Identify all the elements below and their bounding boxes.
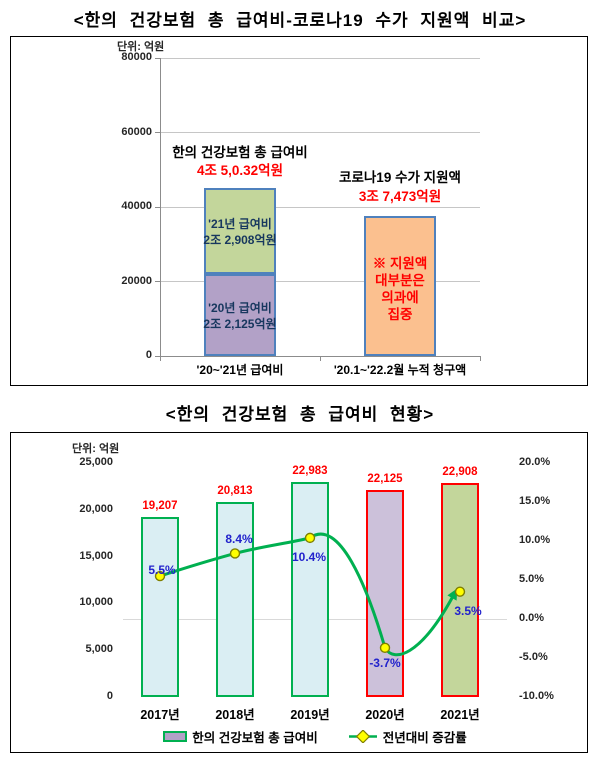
legend-bar-label: 한의 건강보험 총 급여비 [192,731,318,745]
c1-bar-group-total: 3조 7,473억원 [358,189,442,204]
c1-y-tick-mark [155,355,160,357]
c2-line-pct-label: -3.7% [369,655,401,670]
c2-y-tick-right-label: -10.0% [519,690,554,702]
legend-item-line: 전년대비 증감률 [348,727,467,746]
c1-bar-group-header: 코로나19 수가 지원액 [339,170,461,185]
c2-y-tick-right-label: 10.0% [519,534,551,546]
c2-y-tick-right-label: -5.0% [519,651,548,663]
c1-gridline [160,206,480,208]
c2-line-pct-label: 8.4% [225,532,253,547]
c1-bar-segment [204,188,276,274]
c1-bar-segment-label: 집중 [387,307,413,323]
c1-gridline [160,132,480,133]
chart1-title: <한의 건강보험 총 급여비-코로나19 수가 지원액 비교> [73,11,527,30]
c2-bar [141,517,179,697]
c1-x-category-label: '20.1~'22.2월 누적 청구액 [333,363,467,377]
c1-bar-segment-label: ※ 지원액 [372,256,428,272]
c1-bar-segment [204,273,276,356]
c1-bar-segment [364,216,436,356]
c2-y-tick-right-label: 5.0% [519,573,545,585]
c2-y-tick-right-label: 20.0% [519,456,551,468]
c1-y-axis-line [160,58,161,356]
c1-bar-segment-label: '21년 급여비 [208,216,272,231]
c1-y-tick-label: 20000 [121,274,152,287]
c1-bar-segment-label: 2조 2,125억원 [203,316,277,331]
chart1-box [10,36,588,386]
chart2-legend: 한의 건강보험 총 급여비 전년대비 증감률 [0,727,600,746]
c2-y-tick-left-label: 0 [106,690,113,702]
c1-bar-segment-label: 2조 2,908억원 [203,232,277,247]
c1-y-tick-mark [155,281,160,282]
c1-y-tick-mark [155,57,160,59]
c2-bar-value-label: 22,125 [367,472,403,485]
c2-y-tick-left-label: 20,000 [79,502,113,515]
chart2-title: <한의 건강보험 총 급여비 현황> [165,405,435,424]
c2-line-pct-label: 3.5% [454,603,482,618]
c2-y-tick-left-label: 25,000 [79,456,113,468]
chart2-unit-label: 단위: 억원 [72,443,120,455]
c1-bar-segment-label: 의과에 [381,290,419,306]
c2-line-pct-label: 10.4% [291,549,327,564]
c1-bar-segment-label: 대부분은 [375,273,425,289]
c2-x-category-label: 2018년 [215,708,255,722]
c2-y-tick-left-label: 10,000 [79,596,113,609]
c1-x-category-label: '20~'21년 급여비 [196,363,284,377]
c1-y-tick-label: 80000 [121,51,152,63]
c1-x-tick-mark [480,356,481,361]
c1-gridline [160,281,480,282]
c1-y-tick-mark [155,132,160,133]
c1-y-tick-label: 0 [145,349,152,361]
c1-y-tick-label: 60000 [121,125,152,138]
c1-bar-segment-label: '20년 급여비 [208,300,272,315]
c1-x-tick-mark [160,356,161,361]
c2-y-tick-left-label: 15,000 [79,549,113,562]
c2-bar [216,502,254,697]
c2-bar [441,482,479,697]
c1-y-tick-label: 40000 [121,200,152,212]
c2-y-tick-left-label: 5,000 [85,643,113,656]
c1-y-tick-mark [155,206,160,208]
c2-bar-value-label: 22,983 [292,464,328,477]
c1-gridline [160,57,480,59]
c2-x-category-label: 2017년 [140,708,180,722]
c2-x-category-label: 2020년 [365,708,405,722]
c2-bar-value-label: 20,813 [217,485,253,498]
c1-x-tick-mark [320,356,321,361]
c1-bar-group-total: 4조 5,0.32억원 [196,163,284,178]
c2-y-tick-right-label: 0.0% [519,612,545,624]
c2-x-category-label: 2021년 [440,708,480,722]
c2-bar-value-label: 22,908 [442,465,478,478]
c1-bar-group-header: 한의 건강보험 총 급여비 [172,145,308,160]
legend-line-marker-icon [348,729,378,744]
c2-line-pct-label: 5.5% [148,563,176,578]
c2-y-tick-right-label: 15.0% [519,495,551,507]
c2-x-category-label: 2019년 [290,708,330,722]
legend-item-bar: 한의 건강보험 총 급여비 [163,727,318,746]
legend-bar-swatch-icon [163,731,188,742]
c2-bar-value-label: 19,207 [142,500,178,513]
c2-bar [291,481,329,697]
legend-line-label: 전년대비 증감률 [382,731,467,745]
chart1-unit-label: 단위: 억원 [117,41,165,53]
